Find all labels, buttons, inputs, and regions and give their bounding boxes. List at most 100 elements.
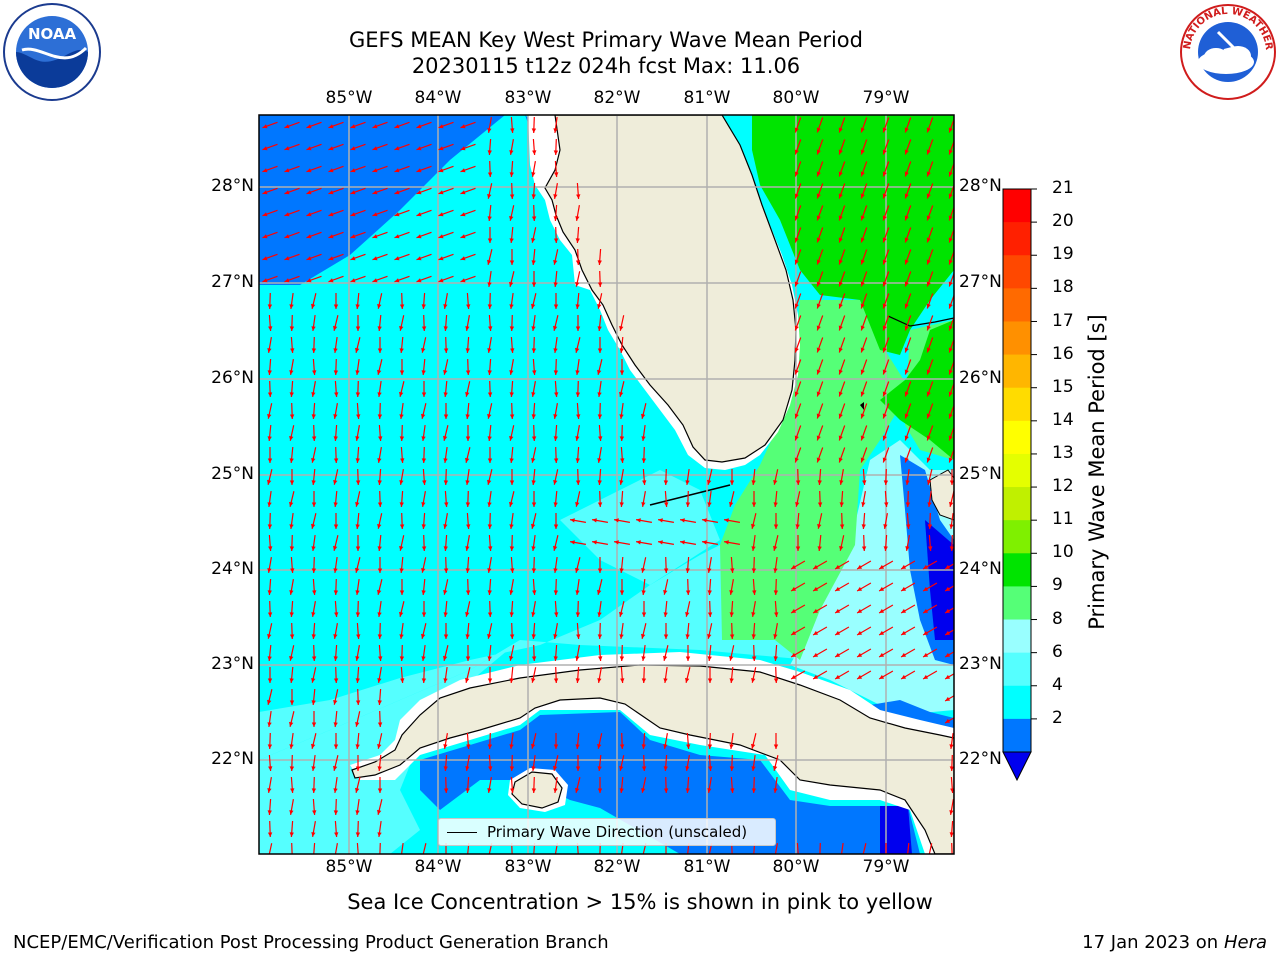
- wave-direction-arrow: [355, 446, 360, 464]
- colorbar-extend-triangle: [1002, 751, 1032, 782]
- wave-direction-arrow: [312, 798, 317, 816]
- wave-direction-arrow: [926, 271, 934, 287]
- wave-direction-arrow: [553, 117, 558, 133]
- wave-direction-arrow: [773, 513, 779, 529]
- wave-direction-arrow: [642, 468, 647, 486]
- map-subtitle: 20230115 t12z 024h fcst Max: 11.06: [411, 54, 801, 78]
- wave-direction-arrow: [509, 205, 515, 221]
- wave-direction-arrow: [949, 534, 954, 552]
- wave-direction-arrow: [333, 798, 339, 816]
- noaa-logo-icon: NOAA: [3, 3, 101, 101]
- wave-direction-arrow: [790, 670, 806, 680]
- wave-direction-arrow: [882, 205, 890, 221]
- footer-host: Hera: [1223, 932, 1267, 953]
- colorbar-tick-label: 9: [1052, 575, 1063, 596]
- wave-direction-arrow: [488, 314, 493, 332]
- wave-direction-arrow: [487, 292, 493, 310]
- wave-direction-arrow: [421, 512, 426, 530]
- wave-direction-arrow: [465, 381, 471, 397]
- wave-direction-arrow: [291, 842, 293, 854]
- wave-direction-arrow: [860, 425, 868, 441]
- wave-direction-arrow: [465, 754, 470, 772]
- wave-direction-arrow: [685, 645, 691, 661]
- wave-direction-arrow: [333, 490, 338, 508]
- wave-direction-arrow: [790, 604, 806, 614]
- wave-direction-arrow: [598, 424, 603, 442]
- wave-direction-arrow: [466, 292, 471, 310]
- wave-direction-arrow: [657, 518, 675, 523]
- wave-direction-arrow: [372, 165, 388, 173]
- wave-direction-arrow: [311, 315, 316, 331]
- wave-direction-arrow: [377, 777, 383, 793]
- wave-direction-arrow: [862, 468, 867, 486]
- wave-direction-arrow: [377, 381, 382, 397]
- wave-direction-arrow: [619, 755, 625, 771]
- wave-direction-arrow: [311, 644, 317, 662]
- colorbar-tick-label: 14: [1052, 409, 1074, 430]
- wave-direction-arrow: [707, 776, 712, 794]
- wave-direction-arrow: [904, 293, 912, 309]
- wave-direction-arrow: [334, 820, 339, 838]
- wave-direction-arrow: [333, 557, 338, 573]
- wave-direction-arrow: [438, 121, 454, 129]
- wave-direction-arrow: [816, 337, 824, 353]
- wave-direction-arrow: [399, 424, 405, 442]
- wave-direction-arrow: [355, 380, 361, 398]
- wave-direction-arrow: [531, 315, 536, 331]
- wave-direction-arrow: [531, 600, 536, 618]
- wave-direction-arrow: [635, 518, 653, 523]
- wave-direction-arrow: [422, 468, 427, 486]
- footer-date: 17 Jan 2023 on Hera: [1082, 932, 1267, 953]
- colorbar-swatch: [1003, 387, 1031, 422]
- wave-direction-arrow: [372, 253, 388, 261]
- wave-direction-arrow: [839, 490, 844, 508]
- wave-direction-arrow: [289, 402, 295, 420]
- wave-direction-arrow: [553, 204, 558, 222]
- wave-direction-arrow: [685, 754, 690, 772]
- colorbar-frame: [1002, 188, 1032, 753]
- wave-direction-arrow: [816, 249, 824, 265]
- wave-direction-arrow: [438, 143, 454, 151]
- wave-direction-arrow: [487, 491, 492, 507]
- wave-direction-arrow: [289, 645, 295, 661]
- wave-direction-arrow: [487, 204, 492, 222]
- wave-period-region-blue-south: [420, 712, 920, 854]
- longitude-label-top: 85°W: [325, 88, 373, 108]
- wave-direction-arrow: [641, 446, 647, 464]
- wave-direction-arrow: [553, 226, 559, 244]
- wave-direction-arrow: [597, 622, 603, 640]
- wave-direction-arrow: [619, 490, 624, 508]
- wave-direction-arrow: [394, 275, 410, 283]
- wave-direction-arrow: [926, 315, 934, 331]
- wave-direction-arrow: [882, 139, 890, 155]
- wave-direction-arrow: [840, 843, 844, 854]
- wave-direction-arrow: [812, 560, 828, 570]
- wave-direction-arrow: [575, 204, 580, 222]
- wave-direction-arrow: [900, 582, 916, 592]
- wave-direction-arrow: [597, 666, 602, 684]
- wave-direction-arrow: [554, 380, 559, 398]
- wave-direction-arrow: [487, 732, 493, 750]
- wave-direction-arrow: [355, 292, 360, 310]
- wave-direction-arrow: [421, 337, 427, 353]
- wave-direction-arrow: [707, 491, 712, 507]
- latitude-label-right: 24°N: [959, 559, 1002, 579]
- wave-direction-arrow: [926, 249, 934, 265]
- wave-direction-arrow: [729, 733, 734, 749]
- wave-direction-arrow: [311, 468, 316, 486]
- wave-direction-arrow: [794, 139, 802, 155]
- wave-direction-arrow: [575, 337, 581, 353]
- latitude-label-right: 22°N: [959, 749, 1002, 769]
- wave-direction-arrow: [926, 337, 934, 353]
- wave-direction-arrow: [922, 670, 938, 680]
- wave-direction-arrow: [575, 380, 581, 398]
- longitude-label-top: 82°W: [593, 88, 641, 108]
- wave-direction-arrow: [465, 645, 471, 661]
- wave-direction-arrow: [619, 579, 625, 595]
- wave-direction-arrow: [883, 534, 888, 552]
- wave-direction-arrow: [591, 518, 609, 523]
- longitude-label-bottom: 85°W: [325, 857, 373, 877]
- wave-direction-arrow: [900, 604, 916, 614]
- wave-direction-arrow: [399, 579, 405, 595]
- wave-direction-arrow: [575, 446, 580, 464]
